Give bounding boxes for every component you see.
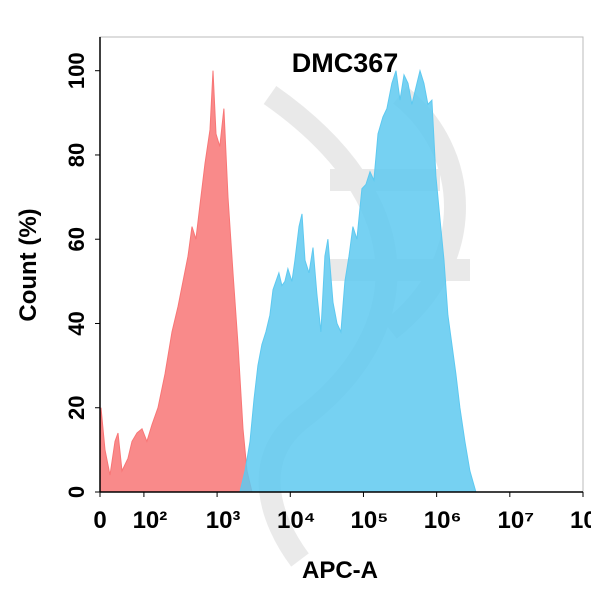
chart-title: DMC367 bbox=[292, 48, 399, 78]
x-axis-label: APC-A bbox=[302, 557, 378, 584]
histogram-area bbox=[99, 70, 253, 493]
x-tick-label: 10⁵ bbox=[350, 507, 388, 534]
y-tick-label: 0 bbox=[64, 486, 89, 498]
x-tick-label: 0 bbox=[93, 507, 106, 534]
y-tick-label: 60 bbox=[64, 227, 89, 251]
y-tick-label: 80 bbox=[64, 143, 89, 167]
x-tick-label: 10³ bbox=[206, 507, 241, 534]
y-tick-label: 100 bbox=[64, 52, 89, 89]
y-tick-label: 20 bbox=[64, 395, 89, 419]
y-tick-label: 40 bbox=[64, 311, 89, 335]
histogram-area bbox=[239, 68, 477, 493]
x-tick-label: 10⁴ bbox=[277, 507, 316, 534]
y-axis-label: Count (%) bbox=[15, 208, 42, 321]
x-tick-label: 10⁸ bbox=[570, 507, 591, 534]
x-tick-label: 10² bbox=[133, 507, 168, 534]
x-tick-label: 10⁷ bbox=[498, 507, 535, 534]
x-tick-label: 10⁶ bbox=[424, 507, 462, 534]
